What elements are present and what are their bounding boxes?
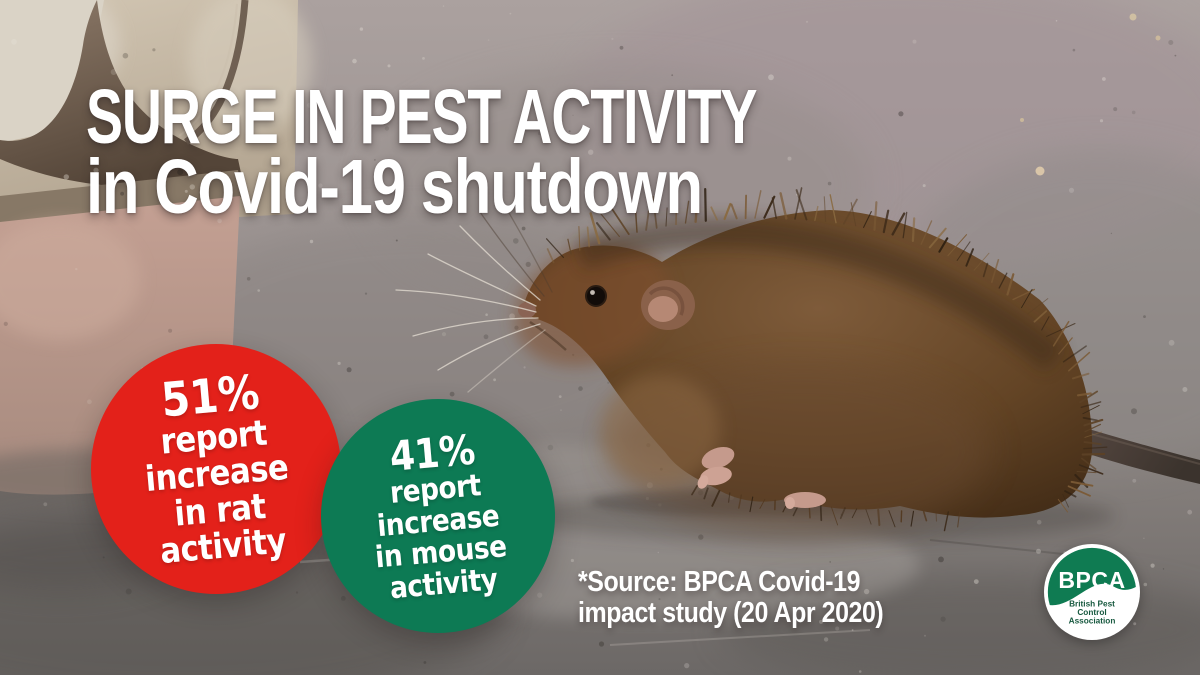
bpca-logo-name-line3: Association — [1069, 617, 1116, 626]
rat-eye — [585, 285, 607, 307]
rat-whiskers — [395, 205, 553, 393]
rat-tail — [1078, 426, 1200, 484]
headline: SURGE IN PEST ACTIVITY in Covid-19 shutd… — [86, 74, 1017, 230]
bpca-logo-acronym: BPCA — [1058, 567, 1125, 593]
headline-line1: SURGE IN PEST ACTIVITY — [86, 74, 757, 161]
source-note: *Source: BPCA Covid-19 impact study (20 … — [578, 566, 884, 629]
rat-stat-text: 51% report increase in rat activity — [136, 365, 296, 572]
rat-paws — [697, 446, 826, 509]
bpca-logo: BPCA British Pest Control Association — [1044, 544, 1140, 640]
rat-ear — [641, 280, 695, 330]
source-line1: *Source: BPCA Covid-19 — [578, 566, 861, 598]
mouse-stat-badge: 41% report increase in mouse activity — [321, 399, 555, 633]
source-line2: impact study (20 Apr 2020) — [578, 596, 884, 629]
stone-pillar — [0, 0, 312, 508]
mouse-stat-text: 41% report increase in mouse activity — [365, 425, 511, 605]
rat — [395, 187, 1200, 542]
bpca-logo-name-line2: Control — [1077, 608, 1106, 617]
rat-stat-badge: 51% report increase in rat activity — [91, 344, 341, 594]
floor-crumbs — [1020, 13, 1161, 176]
bpca-logo-name-line1: British Pest — [1069, 599, 1115, 608]
headline-line2: in Covid-19 shutdown — [86, 143, 703, 230]
